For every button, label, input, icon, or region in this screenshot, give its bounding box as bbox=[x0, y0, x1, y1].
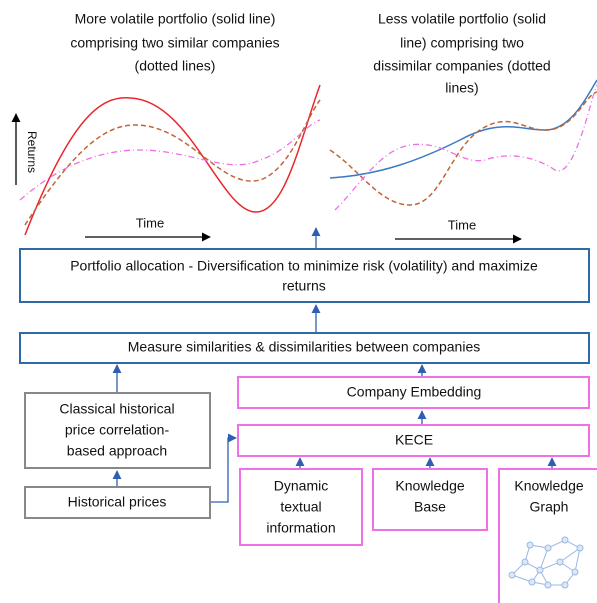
box-text: Dynamic bbox=[274, 478, 328, 494]
arrow bbox=[210, 433, 237, 503]
box-text: Portfolio allocation - Diversification t… bbox=[70, 258, 538, 274]
x-axis-label: Time bbox=[136, 215, 164, 230]
box bbox=[24, 486, 211, 519]
right-title-line: line) comprising two bbox=[400, 35, 524, 51]
box-text: Classical historical bbox=[59, 401, 174, 417]
x-axis-label: Time bbox=[448, 217, 476, 232]
box-text: Graph bbox=[530, 499, 569, 515]
box-text: Base bbox=[414, 499, 446, 515]
box bbox=[24, 392, 211, 469]
right-title-line: Less volatile portfolio (solid bbox=[378, 11, 546, 27]
box-text: Measure similarities & dissimilarities b… bbox=[128, 339, 480, 355]
portfolio-curve bbox=[24, 84, 321, 236]
box-text: KECE bbox=[395, 432, 433, 448]
box bbox=[237, 424, 590, 457]
box bbox=[498, 468, 597, 603]
box bbox=[19, 248, 590, 303]
company-curve bbox=[24, 99, 321, 226]
y-axis-label: Returns bbox=[25, 131, 39, 173]
box-text: returns bbox=[282, 278, 326, 294]
box-text: information bbox=[266, 520, 335, 536]
company-curve bbox=[19, 119, 321, 201]
box bbox=[372, 468, 488, 531]
graph-icon bbox=[508, 536, 584, 589]
box bbox=[237, 376, 590, 409]
box-text: based approach bbox=[67, 443, 167, 459]
box bbox=[19, 332, 590, 364]
left-title-line: comprising two similar companies bbox=[70, 35, 279, 51]
box-text: Historical prices bbox=[68, 494, 167, 510]
left-title-line: More volatile portfolio (solid line) bbox=[75, 11, 276, 27]
box bbox=[239, 468, 363, 546]
box-text: Knowledge bbox=[514, 478, 583, 494]
box-text: Knowledge bbox=[395, 478, 464, 494]
box-text: price correlation- bbox=[65, 422, 170, 438]
left-title-line: (dotted lines) bbox=[135, 58, 216, 74]
box-text: Company Embedding bbox=[347, 384, 482, 400]
company-curve bbox=[334, 84, 597, 211]
right-title-line: lines) bbox=[445, 80, 478, 96]
box-text: textual bbox=[280, 499, 321, 515]
right-title-line: dissimilar companies (dotted bbox=[373, 58, 550, 74]
company-curve bbox=[329, 91, 597, 206]
portfolio-curve bbox=[329, 79, 597, 179]
